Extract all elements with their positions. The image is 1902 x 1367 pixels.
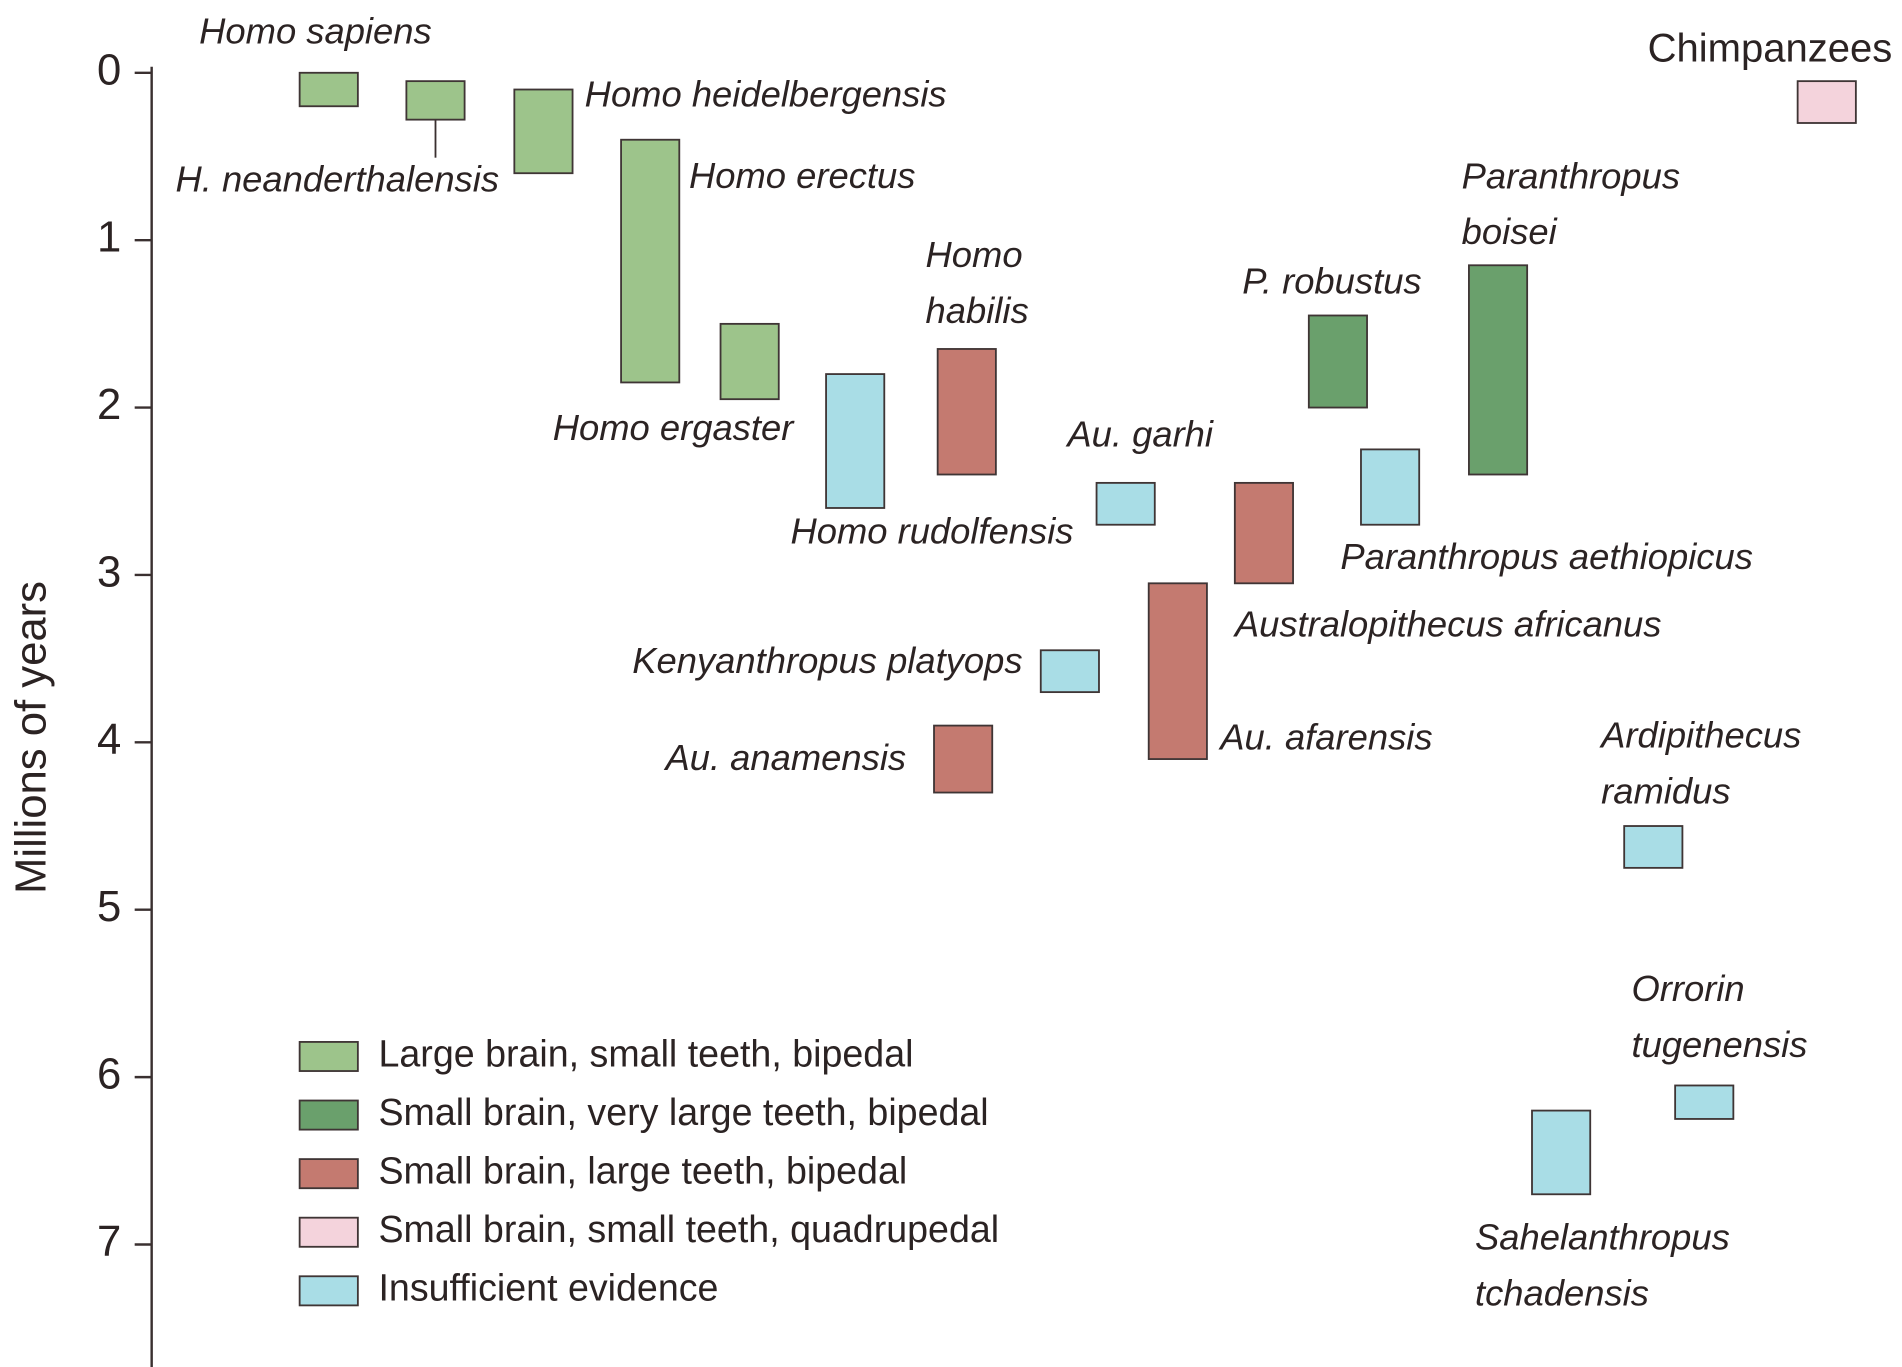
species-label: P. robustus: [1242, 260, 1421, 301]
range-bar: [620, 138, 681, 384]
legend-swatch: [298, 1158, 359, 1190]
y-tick-label: 5: [97, 882, 121, 931]
label-line: ramidus: [1601, 770, 1730, 811]
label-line: tugenensis: [1631, 1023, 1807, 1064]
range-bar: [1674, 1084, 1735, 1120]
legend-swatch: [298, 1216, 359, 1248]
legend-swatch: [298, 1041, 359, 1072]
y-tick-label: 4: [97, 715, 121, 764]
range-bar: [1039, 649, 1100, 694]
species-label: Au. garhi: [1065, 413, 1214, 454]
label-line: Paranthropus: [1462, 155, 1680, 196]
range-bar: [1147, 582, 1208, 760]
legend-label: Small brain, small teeth, quadrupedal: [378, 1208, 999, 1250]
y-axis-label: Millions of years: [7, 581, 56, 894]
y-tick-label: 6: [97, 1050, 121, 1099]
species-label: Homo heidelbergensis: [585, 74, 947, 115]
species-label: Homo rudolfensis: [790, 510, 1073, 551]
range-bar: [1623, 825, 1684, 869]
species-label: Homo sapiens: [199, 11, 432, 52]
y-tick-label: 2: [97, 380, 121, 429]
legend-label: Small brain, large teeth, bipedal: [378, 1150, 907, 1192]
range-bar: [933, 724, 994, 794]
range-bar: [405, 80, 466, 121]
label-line: tchadensis: [1475, 1272, 1649, 1313]
label-line: boisei: [1462, 211, 1558, 252]
species-label: Sahelanthropus tchadensis: [1475, 1216, 1730, 1313]
species-label: Homo habilis: [926, 234, 1029, 331]
label-line: habilis: [926, 290, 1029, 331]
range-bar: [1360, 448, 1421, 526]
species-label: H. neanderthalensis: [175, 159, 499, 200]
label-line: Homo: [926, 234, 1023, 275]
legend-swatch: [298, 1275, 359, 1307]
species-label: Chimpanzees: [1648, 27, 1893, 71]
species-label: Australopithecus africanus: [1233, 604, 1662, 645]
label-line: Orrorin: [1631, 968, 1744, 1009]
range-bar: [1233, 481, 1294, 585]
range-bar: [825, 373, 886, 509]
y-tick-label: 7: [97, 1217, 121, 1266]
y-tick-label: 1: [97, 213, 121, 262]
species-label: Kenyanthropus platyops: [632, 640, 1022, 681]
species-label: Orrorin tugenensis: [1631, 968, 1807, 1065]
species-label: Au. anamensis: [663, 737, 906, 778]
range-bar: [936, 348, 997, 476]
species-label: Au. afarensis: [1218, 717, 1432, 758]
legend-label: Large brain, small teeth, bipedal: [378, 1032, 913, 1074]
range-bar: [513, 88, 574, 175]
species-label: Paranthropus aethiopicus: [1340, 536, 1753, 577]
range-bar: [298, 71, 359, 108]
label-line: Ardipithecus: [1599, 714, 1801, 755]
legend-label: Insufficient evidence: [378, 1267, 718, 1309]
range-bar: [719, 322, 780, 401]
range-bar: [1095, 481, 1156, 526]
species-label: Ardipithecus ramidus: [1599, 714, 1801, 811]
range-bar: [1531, 1109, 1592, 1196]
species-label: Homo ergaster: [553, 407, 795, 448]
species-label: Paranthropus boisei: [1462, 155, 1680, 252]
label-line: Sahelanthropus: [1475, 1216, 1730, 1257]
range-bar: [1796, 80, 1857, 124]
legend-label: Small brain, very large teeth, bipedal: [378, 1091, 988, 1133]
species-label: Homo erectus: [689, 155, 915, 196]
legend-swatch: [298, 1099, 359, 1131]
y-tick-label: 3: [97, 547, 121, 596]
y-tick-label: 0: [97, 45, 121, 94]
range-bar: [1468, 264, 1529, 476]
range-bar: [1307, 314, 1368, 409]
